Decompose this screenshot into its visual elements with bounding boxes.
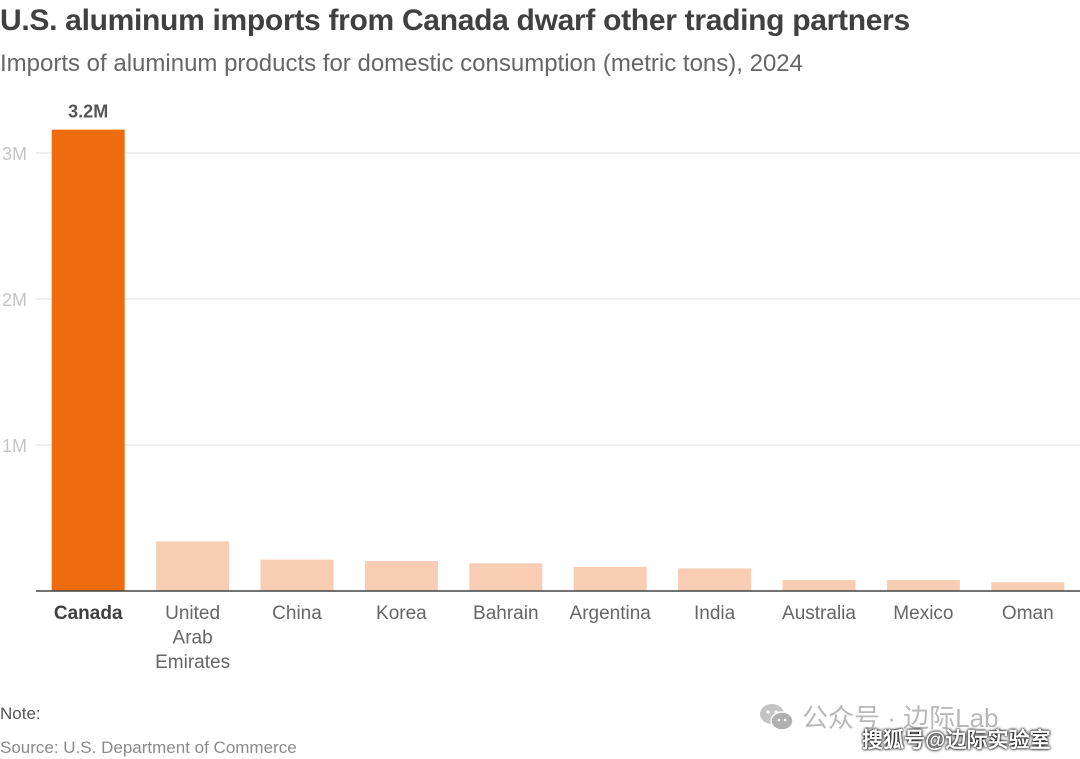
x-tick-label: Arab <box>173 628 213 649</box>
x-tick-label: Korea <box>376 603 427 624</box>
bar <box>782 580 856 591</box>
x-tick-label: United <box>165 603 220 624</box>
y-tick-label: 3M <box>2 144 27 164</box>
chart-note: Note: <box>0 704 41 723</box>
watermark-account: 公众号 · 边际Lab <box>758 698 999 735</box>
x-tick-label: Oman <box>1002 603 1054 624</box>
x-tick-label: Australia <box>782 603 856 624</box>
x-tick-label: Argentina <box>570 603 652 624</box>
watermark-line1: 公众号 · 边际Lab <box>802 703 999 733</box>
bar <box>260 559 334 591</box>
x-tick-label: Mexico <box>893 603 953 624</box>
wechat-icon <box>760 703 794 731</box>
y-tick-label: 2M <box>2 290 27 310</box>
bar <box>573 566 647 591</box>
bar <box>469 563 543 591</box>
bar-chart: 1M 2M 3M 3.2M Canada United Arab Emirates China K… <box>2 102 1080 673</box>
y-tick-label: 1M <box>2 436 27 456</box>
x-tick-label: India <box>694 603 736 624</box>
bar <box>364 561 438 591</box>
bar <box>51 129 125 591</box>
x-tick-label: China <box>272 603 322 624</box>
data-label: 3.2M <box>68 102 108 122</box>
x-tick-label: Emirates <box>155 652 230 673</box>
chart-title: U.S. aluminum imports from Canada dwarf … <box>0 4 910 37</box>
bar <box>886 580 960 591</box>
bar <box>991 582 1065 591</box>
x-tick-label: Canada <box>54 603 123 624</box>
chart-source: Source: U.S. Department of Commerce <box>0 738 297 757</box>
chart-subtitle: Imports of aluminum products for domesti… <box>0 50 803 77</box>
bar <box>678 568 752 591</box>
bar <box>156 541 230 591</box>
watermark-line2: 搜狐号@边际实验室 <box>862 729 1051 752</box>
x-tick-label: Bahrain <box>473 603 539 624</box>
